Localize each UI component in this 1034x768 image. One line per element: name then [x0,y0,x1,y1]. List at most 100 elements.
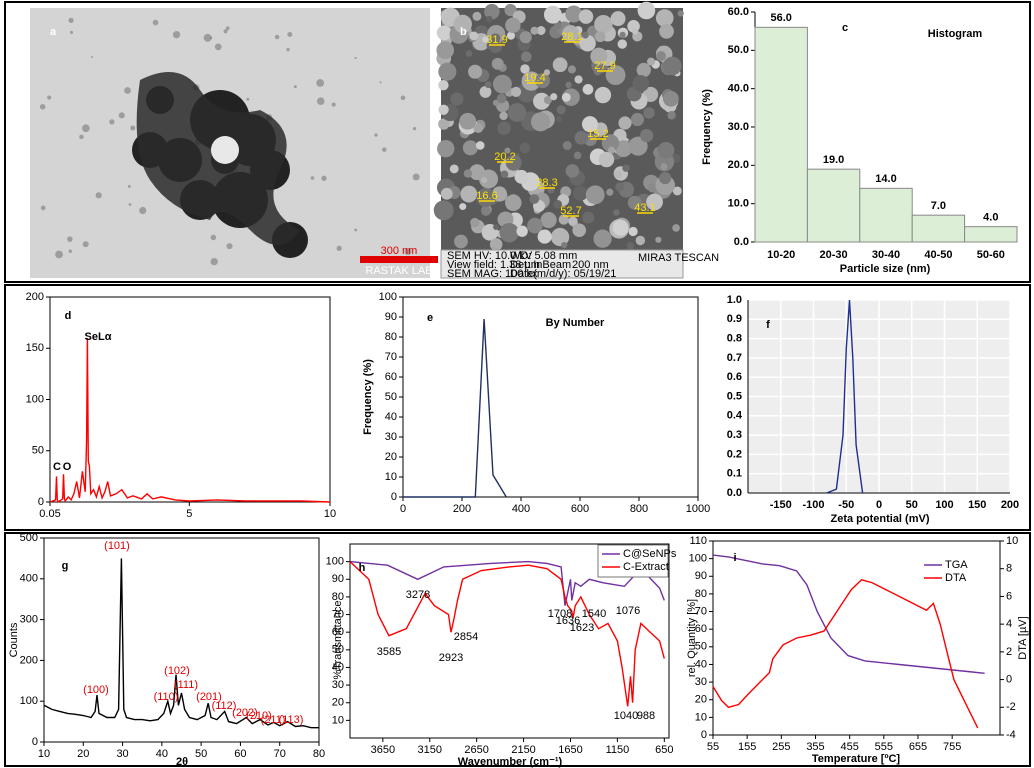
x-tick-label: -50 [838,499,854,511]
peak-label: 988 [637,710,655,722]
sem-grain [635,235,646,246]
tem-speck [68,17,74,23]
tem-speck [225,26,230,31]
x-tick-label: 150 [968,499,986,511]
value-label: 4.0 [983,212,998,224]
sem-grain [520,64,530,74]
sem-grain [614,170,623,179]
x-tick-label: 70 [274,748,286,760]
y-tick-label: 90 [695,570,707,582]
x-tick-label: 40 [156,748,168,760]
panel-label: e [427,312,433,324]
watermark: RASTAK LAB [365,265,432,277]
peak-label: 1623 [570,622,594,634]
sem-grain [521,51,532,62]
plot-frame [43,537,320,743]
sem-grain [475,141,485,150]
sem-grain [640,128,654,143]
tem-speck [310,176,315,180]
y-tick-label: 100 [379,291,397,303]
size-label: 19.4 [524,72,545,84]
sem-grain [556,105,566,115]
y-tick-label: 20.0 [728,159,749,171]
tem-speck [287,32,293,38]
sem-grain [573,185,588,201]
sem-grain [470,217,480,228]
y-axis-label: rel. Quantity [%] [686,599,698,677]
sem-grain [617,39,627,49]
sem-grain [594,15,613,34]
y-tick-label: 40 [695,658,707,670]
legend-label: DTA [945,572,967,584]
x-tick-label: 20-30 [820,249,848,261]
tem-speck [124,87,131,94]
tem-speck [214,43,222,51]
x-tick-label: 650 [655,744,673,756]
y-tick-label: 30.0 [728,121,749,133]
peak-label: 1636 [556,615,580,627]
sem-grain [438,104,449,115]
y-tick-label: 30 [695,676,707,688]
sem-grain [672,186,682,196]
tem-speck [382,147,387,152]
sem-grain [637,1,656,20]
x-tick-label: 655 [909,741,927,753]
size-label: 20.2 [494,151,515,163]
sem-grain [663,90,679,107]
peak-label: 1076 [616,605,640,617]
x-tick-label: 55 [707,741,719,753]
y-tick-label: 400 [20,573,38,585]
plot-frame [712,540,1001,736]
sem-grain [436,25,452,41]
x-tick-label: 0.05 [39,508,60,520]
x-tick-label: 155 [738,741,756,753]
x-tick-label: 200 [453,503,471,515]
sem-grain [582,84,594,95]
sem-grain [581,116,599,133]
x-tick-label: 600 [571,503,589,515]
tem-speck [128,203,132,206]
tem-speck [68,249,72,253]
size-label: 28.1 [561,31,582,43]
y-axis-label: Frequency (%) [362,359,374,435]
sem-grain [519,31,532,44]
tem-speck [400,95,406,101]
y-tick-label: 10 [332,714,344,726]
sem-grain [468,64,483,79]
sem-grain [646,57,656,66]
y-tick-label: 150 [26,342,44,354]
x-tick-label: 5 [186,508,192,520]
sem-grain [628,136,648,156]
sem-grain [562,141,572,151]
annotation: SeLα [85,331,112,343]
sem-grain [473,123,484,133]
x-tick-label: 50-60 [977,249,1005,261]
sem-grain [438,62,457,81]
x-tick-label: 1150 [606,744,630,756]
sem-grain [667,111,676,120]
sem-grain [643,107,655,119]
y2-tick-label: 6 [1006,590,1012,602]
x-tick-label: 555 [875,741,893,753]
sem-grain [558,214,569,225]
sem-grain [574,131,589,145]
tem-speck [379,81,382,84]
sem-grain [567,65,576,74]
row-frame [4,532,1031,767]
y-tick-label: 80 [385,331,397,343]
sem-grain [500,170,509,179]
sem-info: SEM MAG: 100 kx [447,268,538,280]
y2-tick-label: -2 [1006,701,1016,713]
tem-speck [55,250,63,259]
panel-label: g [62,560,69,572]
sem-grain [659,23,674,39]
sem-grain [516,225,528,237]
sem-grain [463,169,473,178]
tem-speck [127,184,131,188]
sem-grain [657,141,675,159]
y-axis-label: %Transmittance [332,600,344,679]
tem-speck [210,257,218,266]
sem-info: Date(m/d/y): 05/19/21 [510,268,616,280]
sem-grain [593,229,612,248]
bar [754,26,808,243]
